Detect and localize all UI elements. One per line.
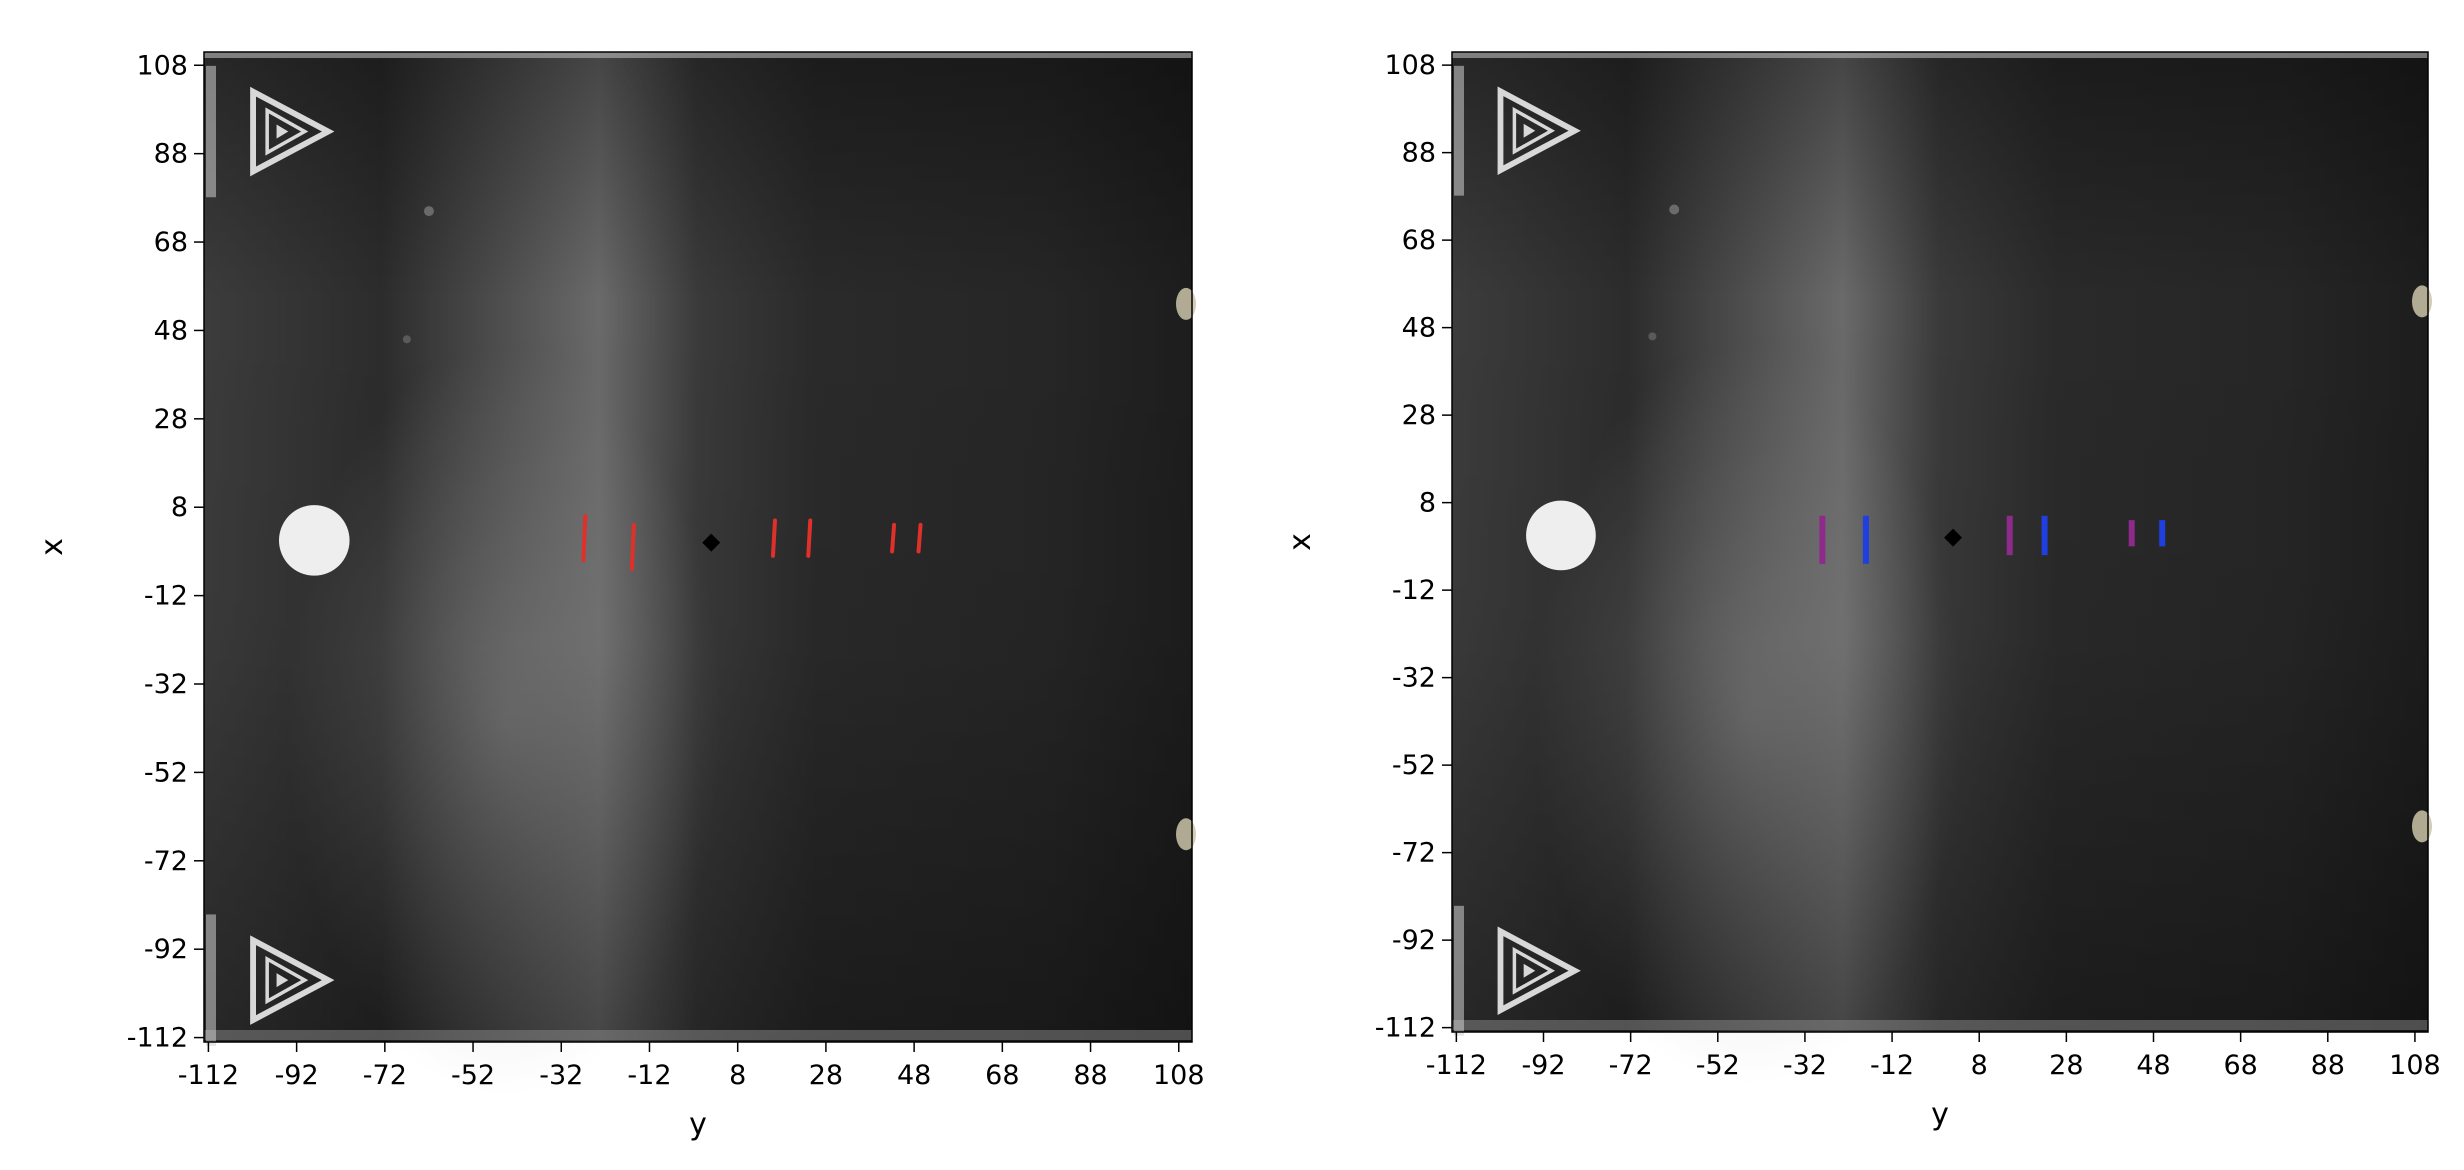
calibration-edge-mark [206,65,216,198]
edge-mark [581,514,588,563]
y-tick-label: -32 [1392,663,1436,694]
x-tick-label: 28 [809,1060,843,1091]
edge-blob [1176,818,1196,851]
y-tick-label: -112 [127,1023,188,1054]
x-tick-label: -112 [178,1060,239,1091]
x-tick-label: 88 [2311,1050,2345,1081]
image-top-edge [1452,52,2428,58]
y-tick-label: 108 [136,50,188,81]
y-tick-label: -92 [144,934,188,965]
image-top-edge [204,52,1192,58]
x-tick-label: -12 [627,1060,671,1091]
y-tick-label: -12 [144,581,188,612]
center-marker [1944,528,1963,547]
y-tick-label: 28 [154,404,188,435]
speck [1669,204,1680,215]
panel-left: -112 -92 -72 -52 -32 -12 8 28 48 68 88 108y-112-92-… [35,50,1205,1142]
x-axis-label: y [689,1107,707,1142]
x-tick-label: -112 [1426,1050,1487,1081]
y-axis: -112 -92 -72 -52 -32 -12 8 28 48 68 88 108 x [35,50,204,1054]
bone [278,505,350,576]
x-tick-label: 108 [1153,1060,1205,1091]
y-tick-label: -32 [144,669,188,700]
edge-mark [770,518,777,558]
calibration-edge-mark [1454,905,1464,1036]
x-tick-label: 108 [2389,1050,2441,1081]
speck [402,335,411,344]
y-tick-label: -72 [1392,838,1436,869]
x-axis: -112 -92 -72 -52 -32 -12 8 28 48 68 88 108 y [1426,1032,2441,1132]
x-tick-label: -92 [1521,1050,1565,1081]
x-axis: -112 -92 -72 -52 -32 -12 8 28 48 68 88 108 y [178,1042,1205,1142]
edge-mark [806,518,813,558]
y-tick-label: -72 [144,846,188,877]
image-vignette [204,52,1192,1042]
y-tick-label: -52 [1392,750,1436,781]
y-tick-label: 68 [154,227,188,258]
image-vignette [1452,52,2428,1032]
x-tick-label: -12 [1870,1050,1914,1081]
joint-region [2006,515,2048,556]
x-tick-label: 88 [1073,1060,1107,1091]
center-marker [702,533,721,552]
y-tick-label: -112 [1375,1013,1436,1044]
y-tick-label: 48 [154,315,188,346]
image-bottom-edge [1452,1020,2428,1030]
xray-image [204,52,1196,1096]
y-axis-label: x [1283,533,1318,551]
bone-head [278,505,350,576]
y-tick-label: 88 [1402,138,1436,169]
xray-image [1452,52,2432,1086]
x-tick-label: -92 [275,1060,319,1091]
x-tick-label: -72 [363,1060,407,1091]
y-tick-label: -52 [144,757,188,788]
image-bottom-edge [204,1030,1192,1040]
speck [423,206,434,217]
x-tick-label: -52 [1696,1050,1740,1081]
x-tick-label: 68 [2223,1050,2257,1081]
edge-blob [2412,810,2432,843]
y-tick-label: 68 [1402,225,1436,256]
joint-region [2128,520,2166,547]
y-axis-label: x [35,538,70,556]
x-tick-label: 68 [985,1060,1019,1091]
x-tick-label: -32 [539,1060,583,1091]
y-tick-label: 8 [171,492,188,523]
x-tick-label: 28 [2049,1050,2083,1081]
axes-frame [1451,51,2429,1033]
x-axis-label: y [1931,1097,1949,1132]
edge-blob [2412,285,2432,318]
y-tick-label: 28 [1402,400,1436,431]
x-tick-label: 8 [1971,1050,1988,1081]
axes-frame [203,51,1193,1043]
y-tick-label: 8 [1419,488,1436,519]
y-tick-label: -12 [1392,575,1436,606]
x-tick-label: 8 [729,1060,746,1091]
joint-region [1819,515,1869,564]
y-tick-label: -92 [1392,925,1436,956]
bone-head [1526,500,1596,571]
x-tick-label: -52 [451,1060,495,1091]
y-axis: -112 -92 -72 -52 -32 -12 8 28 48 68 88 108 x [1283,50,1452,1044]
x-tick-label: 48 [2136,1050,2170,1081]
x-tick-label: 48 [897,1060,931,1091]
y-tick-label: 48 [1402,313,1436,344]
calibration-edge-mark [206,914,216,1046]
edge-blob [1176,287,1196,320]
y-tick-label: 88 [154,139,188,170]
panel-right: -112 -92 -72 -52 -32 -12 8 28 48 68 88 108y-112-92-… [1283,50,2441,1132]
edge-mark [629,522,636,572]
edge-mark [916,522,923,554]
speck [1648,332,1657,341]
x-tick-label: -72 [1609,1050,1653,1081]
bone [1526,500,1596,571]
y-tick-label: 108 [1384,50,1436,81]
x-tick-label: -32 [1783,1050,1827,1081]
calibration-edge-mark [1454,65,1464,196]
edge-mark [890,522,897,554]
